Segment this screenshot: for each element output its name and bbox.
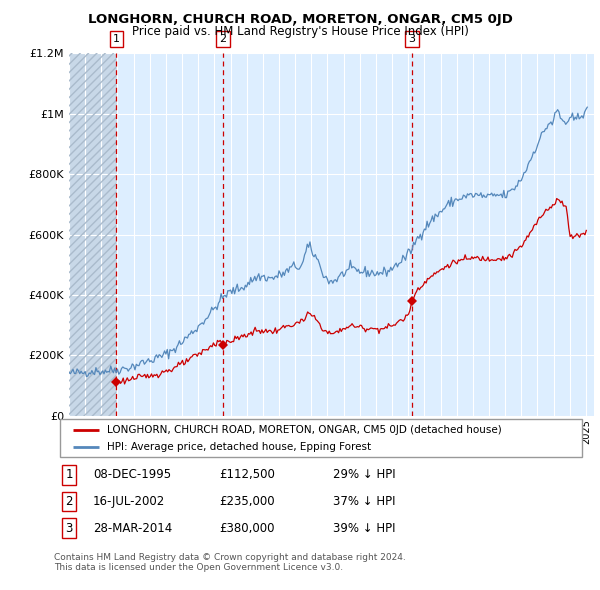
Text: 28-MAR-2014: 28-MAR-2014	[93, 522, 172, 535]
Text: Contains HM Land Registry data © Crown copyright and database right 2024.: Contains HM Land Registry data © Crown c…	[54, 553, 406, 562]
Text: 16-JUL-2002: 16-JUL-2002	[93, 495, 165, 508]
Text: HPI: Average price, detached house, Epping Forest: HPI: Average price, detached house, Eppi…	[107, 442, 371, 453]
Text: 08-DEC-1995: 08-DEC-1995	[93, 468, 171, 481]
Text: £235,000: £235,000	[219, 495, 275, 508]
Text: £380,000: £380,000	[219, 522, 275, 535]
Text: LONGHORN, CHURCH ROAD, MORETON, ONGAR, CM5 0JD (detached house): LONGHORN, CHURCH ROAD, MORETON, ONGAR, C…	[107, 425, 502, 435]
Text: Price paid vs. HM Land Registry's House Price Index (HPI): Price paid vs. HM Land Registry's House …	[131, 25, 469, 38]
Text: 1: 1	[65, 468, 73, 481]
FancyBboxPatch shape	[60, 419, 582, 457]
Text: 1: 1	[113, 34, 120, 44]
Text: This data is licensed under the Open Government Licence v3.0.: This data is licensed under the Open Gov…	[54, 563, 343, 572]
Text: 3: 3	[65, 522, 73, 535]
Text: 3: 3	[409, 34, 415, 44]
Bar	[69, 53, 116, 416]
Text: £112,500: £112,500	[219, 468, 275, 481]
Text: 2: 2	[220, 34, 227, 44]
Text: 29% ↓ HPI: 29% ↓ HPI	[333, 468, 395, 481]
Bar	[69, 53, 116, 416]
Text: 37% ↓ HPI: 37% ↓ HPI	[333, 495, 395, 508]
Text: 2: 2	[65, 495, 73, 508]
Text: LONGHORN, CHURCH ROAD, MORETON, ONGAR, CM5 0JD: LONGHORN, CHURCH ROAD, MORETON, ONGAR, C…	[88, 13, 512, 26]
Text: 39% ↓ HPI: 39% ↓ HPI	[333, 522, 395, 535]
